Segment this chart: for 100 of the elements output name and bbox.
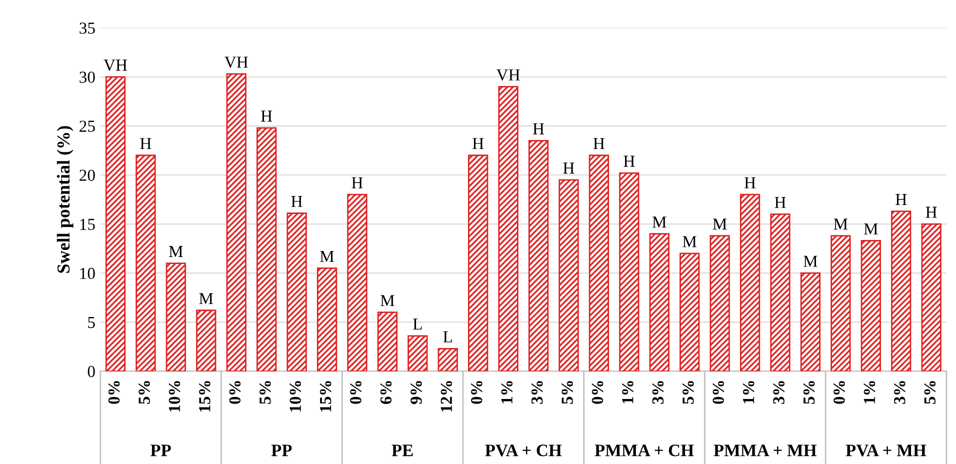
x-tick-label: 0% — [108, 381, 120, 404]
bar — [891, 210, 912, 372]
x-tick-label: 1% — [864, 381, 876, 404]
x-tick-label: 5% — [259, 381, 271, 404]
bar — [800, 272, 821, 372]
text: PVA + CH — [485, 444, 562, 456]
bar — [166, 262, 186, 372]
x-tick-label: 15% — [320, 381, 332, 412]
x-tick-label: 9% — [410, 381, 422, 404]
bar — [256, 127, 277, 372]
y-tick-label: 35 — [80, 22, 95, 34]
bar — [649, 233, 670, 372]
bar — [196, 310, 216, 372]
x-tick-label: 5% — [803, 381, 815, 404]
data-label: M — [834, 218, 848, 230]
data-label: M — [804, 256, 818, 267]
text: PP — [271, 444, 292, 456]
data-label: H — [563, 162, 574, 174]
x-tick-label: 12% — [440, 381, 452, 412]
bar — [347, 194, 368, 372]
bar — [860, 240, 881, 372]
bar — [740, 194, 760, 372]
data-label: M — [199, 293, 214, 304]
data-label: H — [140, 138, 152, 150]
data-label: M — [320, 250, 334, 262]
x-tick-label: 1% — [501, 381, 513, 404]
bar — [710, 235, 730, 372]
data-label: M — [712, 218, 727, 230]
data-label: H — [744, 177, 756, 188]
x-tick-label: 0% — [834, 381, 845, 404]
x-tick-label: 5% — [562, 381, 573, 404]
data-label: H — [593, 138, 604, 150]
bar — [226, 73, 246, 372]
data-label: VH — [104, 60, 128, 71]
x-tick-label: 0% — [350, 381, 362, 404]
bar — [316, 267, 338, 372]
bar — [558, 179, 579, 372]
y-tick-label: 0 — [88, 366, 95, 378]
text: PVA + MH — [846, 444, 926, 456]
data-label: L — [443, 331, 452, 342]
bar — [105, 76, 126, 372]
x-tick-label: 5% — [924, 381, 936, 404]
data-label: H — [291, 196, 302, 207]
data-label: L — [413, 318, 422, 330]
bar — [286, 212, 307, 372]
bar — [438, 348, 458, 372]
x-tick-label: 6% — [380, 381, 392, 404]
data-label: M — [652, 216, 666, 228]
data-label: M — [864, 223, 878, 234]
text: PE — [392, 444, 413, 456]
bar — [468, 154, 488, 372]
x-tick-label: 3% — [531, 381, 543, 404]
data-label: H — [261, 110, 272, 122]
text: PMMA + MH — [714, 444, 817, 456]
y-tick-label: 5 — [88, 317, 95, 328]
data-label: H — [896, 194, 907, 205]
x-tick-label: 5% — [138, 381, 150, 404]
data-label: H — [352, 177, 363, 188]
x-tick-label: 1% — [742, 381, 754, 404]
data-label: M — [168, 246, 183, 257]
x-tick-label: 0% — [712, 381, 724, 404]
y-axis-title: Swell potential (%) — [56, 126, 74, 273]
bar — [136, 154, 156, 372]
data-label: H — [624, 156, 635, 167]
y-tick-label: 20 — [80, 170, 95, 181]
bar — [498, 86, 518, 372]
data-label: H — [774, 196, 786, 208]
bar — [528, 140, 549, 372]
y-tick-label: 15 — [80, 218, 95, 230]
y-tick-label: 10 — [80, 268, 95, 280]
bar — [830, 235, 851, 372]
x-tick-label: 3% — [652, 381, 664, 404]
x-tick-label: 0% — [592, 381, 604, 404]
text: PMMA + CH — [594, 444, 694, 456]
x-tick-label: 3% — [894, 381, 906, 404]
y-tick-label: 25 — [80, 120, 95, 132]
x-tick-label: 0% — [229, 381, 241, 404]
data-label: VH — [224, 56, 248, 68]
bar — [619, 172, 640, 372]
bar — [680, 252, 700, 372]
bar — [377, 312, 398, 372]
bar — [588, 154, 610, 372]
x-tick-label: 5% — [682, 381, 694, 404]
data-label: H — [532, 123, 544, 134]
data-label: M — [682, 236, 697, 248]
data-label: H — [472, 138, 484, 150]
x-tick-label: 3% — [773, 381, 784, 404]
data-label: H — [926, 206, 937, 218]
x-tick-label: 0% — [471, 381, 482, 404]
x-tick-label: 1% — [622, 381, 634, 404]
bar — [921, 223, 942, 372]
bar — [408, 335, 428, 372]
x-tick-label: 10% — [168, 381, 180, 412]
data-label: M — [380, 295, 394, 306]
x-tick-label: 15% — [199, 381, 210, 412]
data-label: VH — [496, 69, 520, 81]
text: PP — [150, 444, 171, 456]
bar — [770, 214, 790, 372]
x-tick-label: 10% — [290, 381, 302, 412]
y-tick-label: 30 — [80, 72, 95, 83]
